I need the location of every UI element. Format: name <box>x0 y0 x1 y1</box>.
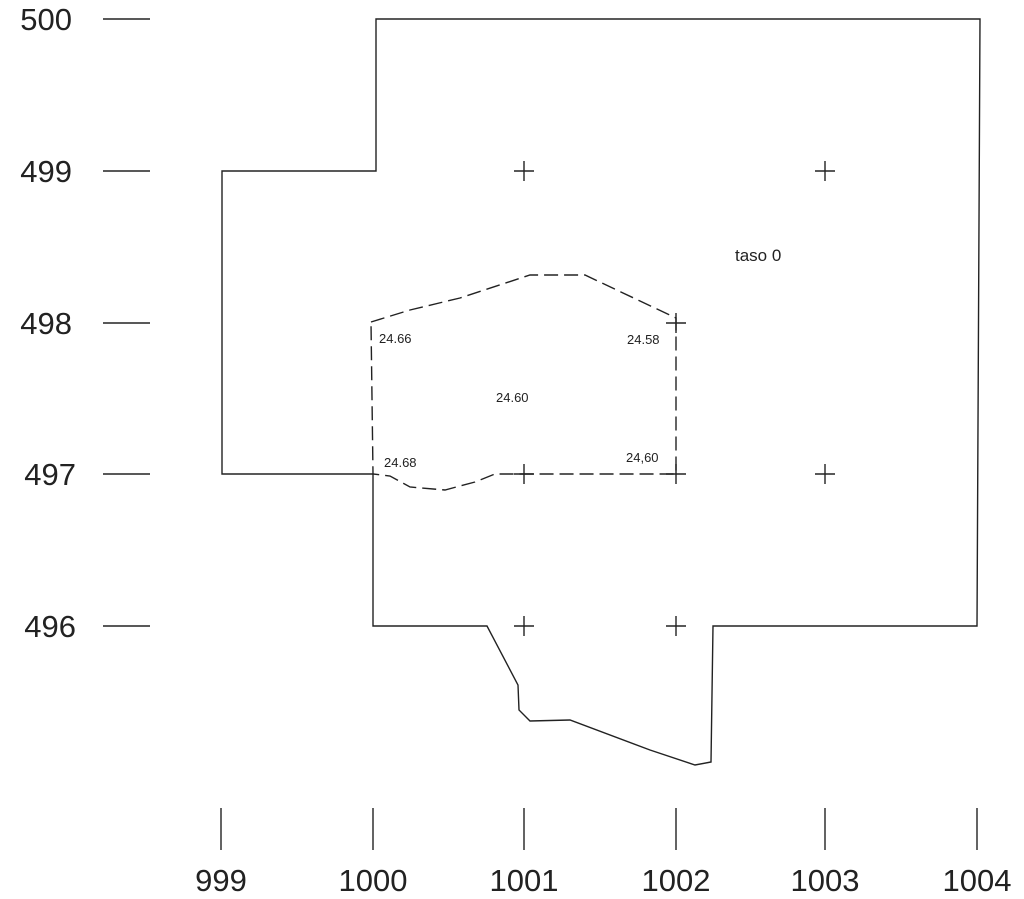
grid-crosses <box>514 161 835 636</box>
elevation: 24,60 <box>626 450 659 465</box>
y-label: 497 <box>24 457 76 492</box>
elevation: 24.68 <box>384 455 417 470</box>
y-axis: 500 499 498 497 496 <box>20 2 150 644</box>
trench-outline <box>221 18 981 766</box>
y-label: 496 <box>24 609 76 644</box>
x-label: 999 <box>195 863 247 898</box>
x-label: 1004 <box>943 863 1012 898</box>
level-label: taso 0 <box>735 246 781 265</box>
cross <box>514 161 835 636</box>
x-label: 1000 <box>339 863 408 898</box>
y-label: 499 <box>20 154 72 189</box>
x-axis: 999 1000 1001 1002 1003 1004 <box>195 808 1011 898</box>
x-label: 1002 <box>642 863 711 898</box>
y-label: 498 <box>20 306 72 341</box>
x-label: 1001 <box>490 863 559 898</box>
elevation: 24.60 <box>496 390 529 405</box>
elevation: 24.58 <box>627 332 660 347</box>
feature-outline <box>370 274 677 491</box>
y-label: 500 <box>20 2 72 37</box>
x-label: 1003 <box>791 863 860 898</box>
elevation: 24.66 <box>379 331 412 346</box>
